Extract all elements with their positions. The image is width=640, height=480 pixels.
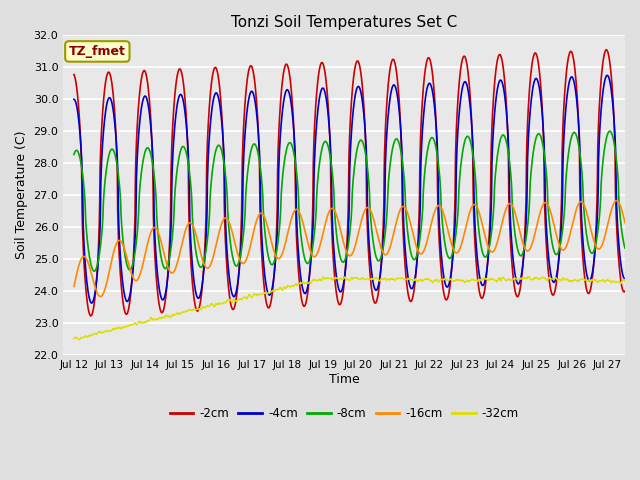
-16cm [304,241,312,247]
-4cm [304,282,312,288]
-2cm [304,287,312,292]
-2cm [136,93,143,98]
-2cm [113,157,121,163]
-4cm [384,116,392,121]
Y-axis label: Soil Temperature (C): Soil Temperature (C) [15,131,28,259]
Line: -2cm: -2cm [74,50,625,316]
Line: -8cm: -8cm [74,131,625,271]
-4cm [113,150,121,156]
-32cm [621,278,629,284]
-4cm [604,72,611,78]
Legend: -2cm, -4cm, -8cm, -16cm, -32cm: -2cm, -4cm, -8cm, -16cm, -32cm [165,402,524,425]
-16cm [136,274,143,279]
-8cm [384,187,392,193]
Line: -32cm: -32cm [74,276,625,340]
-16cm [316,244,323,250]
-2cm [621,288,629,294]
Line: -16cm: -16cm [74,201,625,297]
-2cm [602,47,610,53]
-32cm [304,281,312,287]
-16cm [326,208,333,214]
-8cm [90,268,98,274]
-4cm [621,276,629,282]
-8cm [326,149,333,155]
-16cm [70,284,78,289]
-8cm [621,245,629,251]
-8cm [70,152,78,157]
-16cm [621,220,629,226]
-32cm [525,274,532,279]
-4cm [88,300,95,306]
-32cm [326,276,333,281]
-32cm [384,276,392,282]
-2cm [326,126,333,132]
-32cm [76,337,83,343]
-16cm [97,294,104,300]
-32cm [136,319,143,324]
-8cm [316,160,323,166]
-8cm [136,191,143,196]
-2cm [87,313,95,319]
X-axis label: Time: Time [329,372,360,385]
-4cm [316,95,323,101]
Title: Tonzi Soil Temperatures Set C: Tonzi Soil Temperatures Set C [231,15,457,30]
-32cm [70,336,78,341]
-16cm [612,198,620,204]
-8cm [304,260,312,266]
Line: -4cm: -4cm [74,75,625,303]
-32cm [113,325,121,331]
-32cm [316,276,323,282]
-4cm [70,96,78,102]
-16cm [113,240,121,245]
-4cm [326,127,333,133]
-2cm [70,72,78,77]
-4cm [136,123,143,129]
Text: TZ_fmet: TZ_fmet [69,45,126,58]
-8cm [113,162,121,168]
-2cm [316,66,323,72]
-8cm [606,128,614,134]
-2cm [384,85,392,91]
-16cm [384,250,392,255]
